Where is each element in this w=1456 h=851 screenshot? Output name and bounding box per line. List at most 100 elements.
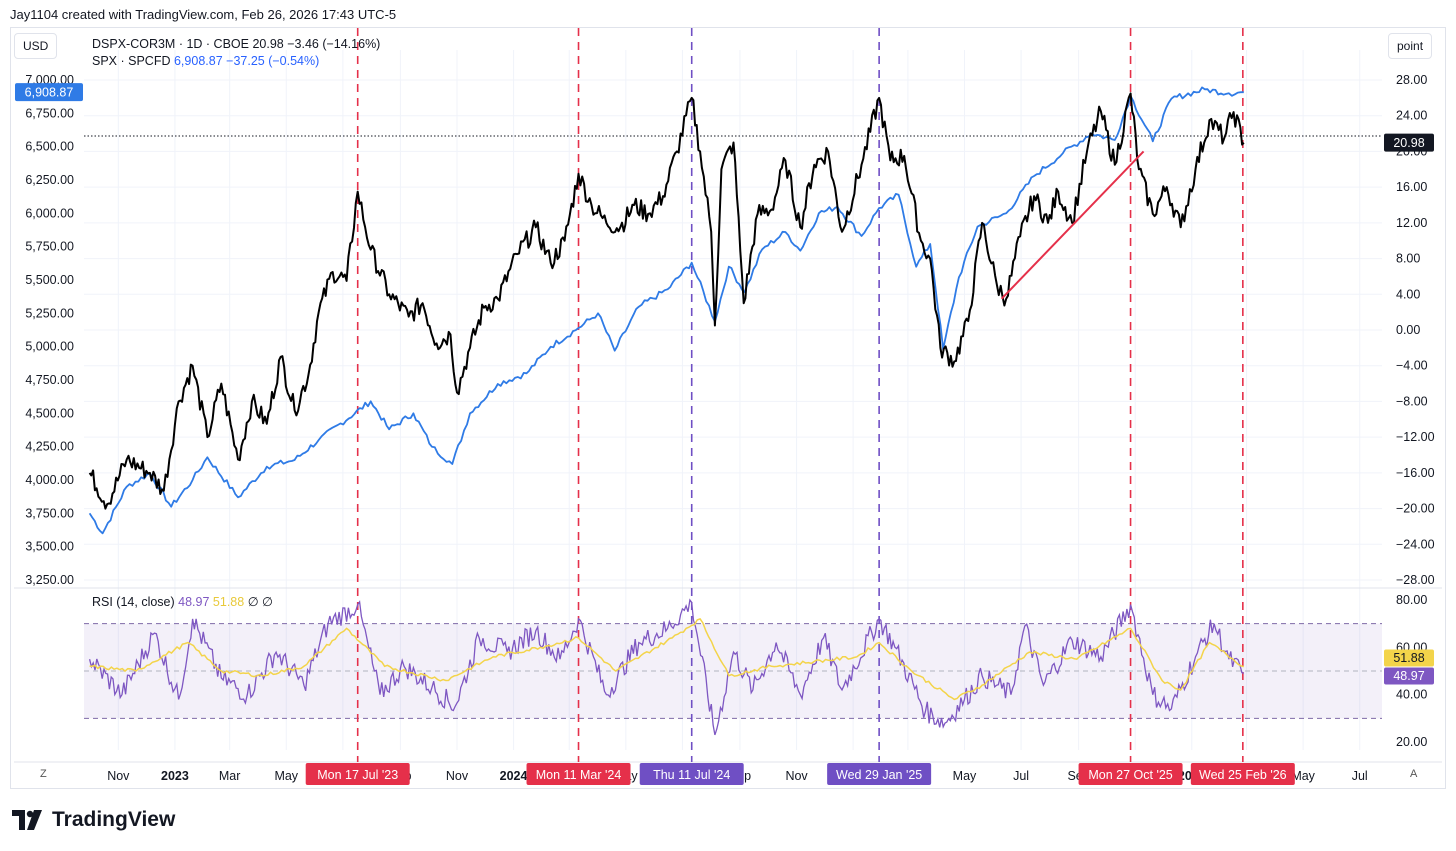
spx-last-badge-text: 6,908.87: [25, 86, 74, 100]
left-tick-9: 4,750.00: [25, 373, 74, 387]
x-tick-2: Mar: [219, 769, 241, 783]
left-tick-15: 3,250.00: [25, 573, 74, 587]
rsi-last-badge-text: 48.97: [1393, 669, 1424, 683]
legend-spx-value: 6,908.87: [173, 54, 223, 68]
right-tick-0: 28.00: [1396, 73, 1427, 87]
x-tick-22: Jul: [1352, 769, 1368, 783]
date-badge-bg-1: [526, 763, 631, 785]
x-tick-12: Nov: [785, 769, 808, 783]
date-badge-label-5: Wed 25 Feb '26: [1199, 768, 1287, 782]
x-tick-7: 2024: [500, 769, 528, 783]
legend-dspx-change: −3.46 (−14.16%): [287, 37, 381, 51]
marker-date-badges: Mon 17 Jul '23 Mon 11 Mar '24 Thu 11 Jul '…: [305, 763, 1295, 785]
grid-lines: [14, 50, 1442, 763]
x-tick-1: 2023: [161, 769, 189, 783]
legend-dspx-name: DSPX-COR3M · 1D · CBOE: [92, 37, 249, 51]
date-badge-label-1: Mon 11 Mar '24: [536, 768, 622, 782]
legend-rsi-label: RSI (14, close): [92, 595, 175, 609]
legend-rsi-value: 48.97: [178, 595, 210, 609]
right-tick-6: 4.00: [1396, 287, 1420, 301]
right-tick-1: 24.00: [1396, 109, 1427, 123]
date-badge-label-3: Wed 29 Jan '25: [836, 768, 922, 782]
unit-chip[interactable]: point: [1388, 33, 1433, 59]
attribution-text: Jay1104 created with TradingView.com, Fe…: [10, 7, 397, 22]
right-tick-5: 8.00: [1396, 252, 1420, 266]
brand-footer: TradingView: [12, 808, 175, 832]
x-tick-15: May: [953, 769, 977, 783]
corner-left-button[interactable]: Z: [40, 768, 47, 780]
rsi-series: [88, 598, 1245, 736]
date-badge-bg-3: [827, 763, 932, 785]
right-tick-3: 16.00: [1396, 180, 1427, 194]
dspx-line: [88, 92, 1245, 510]
legend-spx[interactable]: SPX · SPCFD 6,908.87 −37.25 (−0.54%): [92, 54, 319, 68]
date-badge-label-2: Thu 11 Jul '24: [653, 768, 730, 782]
left-axis: 7,000.006,750.006,500.006,250.006,000.00…: [25, 73, 74, 587]
right-tick-12: −20.00: [1396, 502, 1435, 516]
left-tick-12: 4,000.00: [25, 473, 74, 487]
rsi-tick-0: 80.00: [1396, 593, 1427, 607]
dspx-last-badge-bg: [1384, 133, 1434, 152]
legend-dspx[interactable]: DSPX-COR3M · 1D · CBOE 20.98 −3.46 (−14.…: [92, 37, 380, 51]
rsi-tick-2: 40.00: [1396, 688, 1427, 702]
left-tick-8: 5,000.00: [25, 340, 74, 354]
right-tick-8: −4.00: [1396, 359, 1428, 373]
left-tick-7: 5,250.00: [25, 306, 74, 320]
right-tick-13: −24.00: [1396, 537, 1435, 551]
trendline: [1000, 150, 1145, 300]
trendline-line: [1000, 150, 1145, 300]
left-tick-6: 5,500.00: [25, 273, 74, 287]
spx-last-badge-bg: [15, 83, 83, 102]
right-axis: 28.0024.0020.0016.0012.008.004.000.00−4.…: [1396, 73, 1435, 587]
right-tick-9: −8.00: [1396, 394, 1428, 408]
right-tick-7: 0.00: [1396, 323, 1420, 337]
rsi-ma-line: [89, 617, 1244, 701]
x-tick-21: May: [1291, 769, 1315, 783]
currency-chip[interactable]: USD: [14, 33, 58, 59]
left-tick-4: 6,000.00: [25, 206, 74, 220]
tradingview-logo-icon: [12, 810, 42, 830]
chart-frame: [10, 27, 1446, 789]
rsi-ma-last-badge-bg: [1384, 649, 1434, 667]
dspx-series: [88, 92, 1245, 510]
left-tick-5: 5,750.00: [25, 240, 74, 254]
date-badge-bg-5: [1190, 763, 1295, 785]
date-badge-bg-4: [1078, 763, 1183, 785]
left-tick-2: 6,500.00: [25, 140, 74, 154]
date-badge-bg-2: [639, 763, 744, 785]
dspx-last-badge-text: 20.98: [1393, 136, 1424, 150]
left-tick-13: 3,750.00: [25, 506, 74, 520]
rsi-line: [88, 598, 1245, 736]
legend-rsi-ma-value: 51.88: [212, 595, 245, 609]
brand-name: TradingView: [52, 808, 176, 831]
vertical-markers: [356, 28, 1244, 762]
x-tick-6: Nov: [446, 769, 469, 783]
date-badge-bg-0: [305, 763, 410, 785]
x-tick-16: Jul: [1013, 769, 1029, 783]
legend-rsi-extra: ∅ ∅: [247, 595, 273, 609]
right-tick-11: −16.00: [1396, 466, 1435, 480]
left-tick-11: 4,250.00: [25, 440, 74, 454]
left-tick-14: 3,500.00: [25, 540, 74, 554]
x-tick-3: May: [274, 769, 298, 783]
right-tick-4: 12.00: [1396, 216, 1427, 230]
legend-dspx-value: 20.98: [252, 37, 284, 51]
rsi-tick-3: 20.00: [1396, 735, 1427, 749]
left-tick-1: 6,750.00: [25, 106, 74, 120]
left-tick-10: 4,500.00: [25, 406, 74, 420]
spx-line: [88, 86, 1244, 535]
spx-series: [88, 86, 1244, 535]
legend-rsi[interactable]: RSI (14, close) 48.97 51.88 ∅ ∅: [92, 594, 273, 609]
right-tick-10: −12.00: [1396, 430, 1435, 444]
date-badge-label-4: Mon 27 Oct '25: [1088, 768, 1172, 782]
rsi-band: [84, 623, 1382, 719]
legend-spx-change: −37.25 (−0.54%): [226, 54, 320, 68]
x-tick-0: Nov: [107, 769, 130, 783]
right-tick-14: −28.00: [1396, 573, 1435, 587]
legend-spx-name: SPX · SPCFD: [92, 54, 171, 68]
corner-right-button[interactable]: A: [1410, 768, 1418, 780]
left-tick-3: 6,250.00: [25, 173, 74, 187]
rsi-last-badge-bg: [1384, 667, 1434, 685]
